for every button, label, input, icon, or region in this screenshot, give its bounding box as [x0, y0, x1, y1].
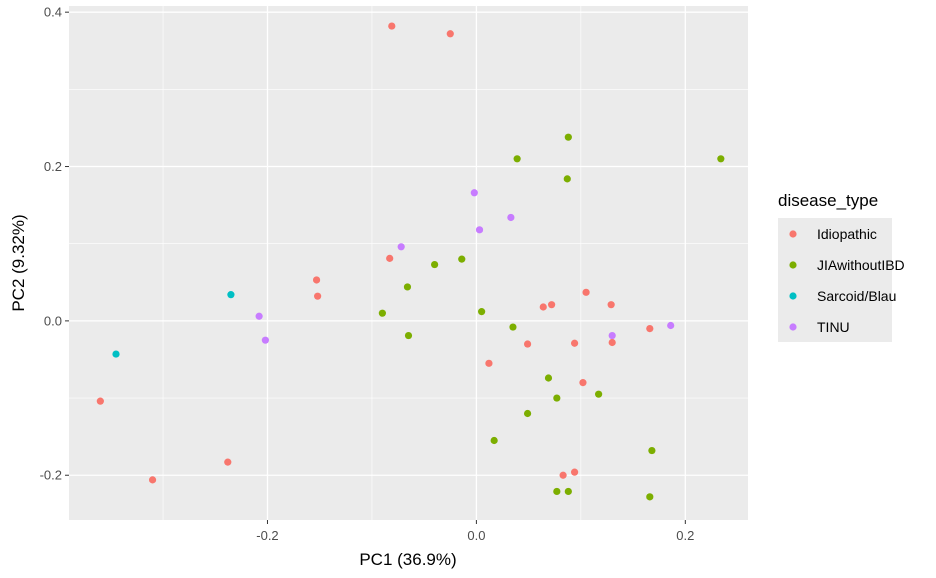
point-jiawithoutibd	[717, 155, 725, 163]
point-jiawithoutibd	[564, 133, 572, 141]
point-tinu	[608, 331, 616, 340]
legend-key-jiawithoutibd	[789, 261, 797, 269]
point-jiawithoutibd	[513, 155, 521, 163]
y-tick-label: 0.4	[44, 5, 62, 20]
point-idiopathic	[570, 468, 579, 476]
point-idiopathic	[646, 325, 654, 333]
point-idiopathic	[485, 359, 493, 367]
point-jiawithoutibd	[478, 308, 486, 316]
point-idiopathic	[579, 379, 587, 387]
point-tinu	[397, 243, 405, 251]
point-jiawithoutibd	[403, 283, 412, 291]
point-jiawithoutibd	[595, 390, 603, 398]
y-axis-ticks: -0.2 0.0 0.2 0.4	[40, 5, 69, 483]
point-idiopathic	[388, 22, 396, 30]
legend-label-tinu: TINU	[817, 319, 850, 335]
x-tick-label: -0.2	[256, 528, 278, 543]
legend-key-background	[778, 218, 892, 342]
point-jiawithoutibd	[544, 374, 553, 382]
point-idiopathic	[314, 292, 322, 300]
point-idiopathic	[548, 301, 556, 309]
minor-gridlines	[69, 6, 748, 520]
plot-panel	[69, 6, 748, 520]
x-tick-label: 0.2	[676, 528, 694, 543]
point-jiawithoutibd	[458, 255, 466, 263]
point-jiawithoutibd	[509, 323, 517, 331]
point-jiawithoutibd	[490, 436, 498, 445]
point-idiopathic	[523, 340, 532, 348]
y-tick-label: -0.2	[40, 468, 62, 483]
point-jiawithoutibd	[431, 260, 439, 269]
point-idiopathic	[570, 339, 579, 347]
point-jiawithoutibd	[564, 487, 572, 496]
point-idiopathic	[386, 254, 394, 262]
point-jiawithoutibd	[553, 394, 561, 402]
legend-title: disease_type	[778, 191, 878, 210]
y-axis-title: PC2 (9.32%)	[9, 214, 28, 311]
point-tinu	[470, 189, 478, 197]
point-tinu	[475, 226, 484, 234]
data-points	[96, 22, 725, 501]
point-sarcoid-blau	[227, 291, 235, 299]
point-idiopathic	[446, 30, 454, 38]
point-idiopathic	[559, 471, 567, 479]
point-idiopathic	[582, 288, 590, 296]
point-idiopathic	[312, 276, 321, 284]
point-jiawithoutibd	[646, 493, 654, 501]
legend-label-sarcoid-blau: Sarcoid/Blau	[817, 288, 896, 304]
point-tinu	[507, 213, 515, 222]
point-jiawithoutibd	[378, 309, 386, 317]
point-jiawithoutibd	[553, 487, 561, 496]
point-idiopathic	[539, 303, 547, 311]
major-gridlines	[69, 6, 748, 520]
y-tick-label: 0.0	[44, 313, 62, 328]
x-tick-label: 0.0	[467, 528, 485, 543]
legend-key-tinu	[789, 323, 797, 331]
point-idiopathic	[224, 458, 232, 466]
legend: disease_type Idiopathic JIAwithoutIBD Sarc…	[778, 191, 905, 342]
legend-key-idiopathic	[789, 230, 797, 238]
point-jiawithoutibd	[523, 409, 532, 418]
point-idiopathic	[148, 476, 157, 484]
point-idiopathic	[607, 301, 615, 309]
legend-label-idiopathic: Idiopathic	[817, 226, 877, 242]
legend-label-jiawithoutibd: JIAwithoutIBD	[817, 257, 905, 273]
point-idiopathic	[96, 397, 104, 405]
point-jiawithoutibd	[563, 175, 571, 183]
x-axis-ticks: -0.2 0.0 0.2	[256, 520, 694, 543]
point-tinu	[261, 336, 269, 344]
point-tinu	[667, 321, 675, 330]
legend-key-sarcoid-blau	[789, 292, 797, 300]
point-idiopathic	[608, 338, 616, 347]
point-jiawithoutibd	[404, 331, 413, 340]
point-jiawithoutibd	[648, 446, 656, 455]
point-tinu	[255, 312, 263, 320]
point-sarcoid-blau	[112, 350, 120, 358]
x-axis-title: PC1 (36.9%)	[359, 550, 456, 569]
y-tick-label: 0.2	[44, 159, 62, 174]
